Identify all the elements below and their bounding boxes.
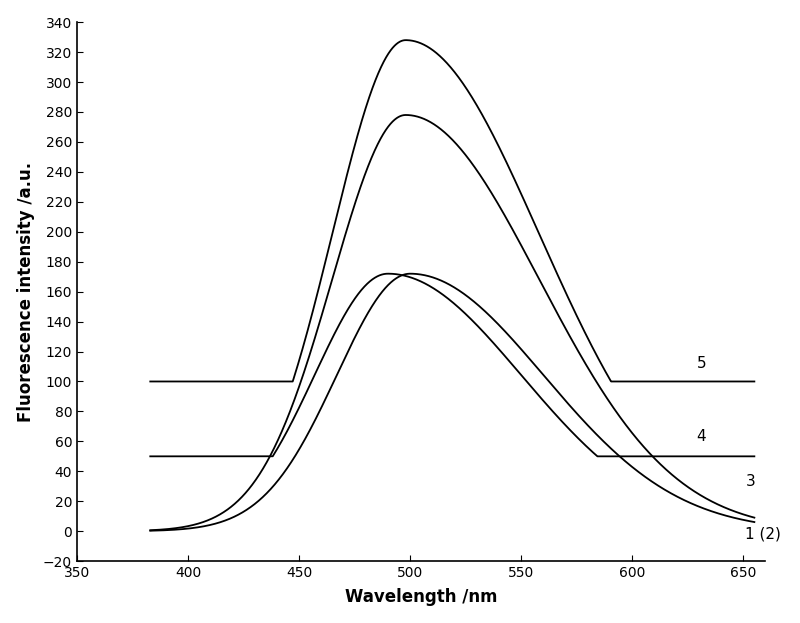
Text: 1 (2): 1 (2): [746, 526, 782, 541]
Y-axis label: Fluorescence intensity /a.u.: Fluorescence intensity /a.u.: [17, 161, 34, 422]
X-axis label: Wavelength /nm: Wavelength /nm: [345, 588, 498, 606]
Text: 5: 5: [697, 356, 706, 371]
Text: 3: 3: [746, 474, 755, 489]
Text: 4: 4: [697, 429, 706, 444]
